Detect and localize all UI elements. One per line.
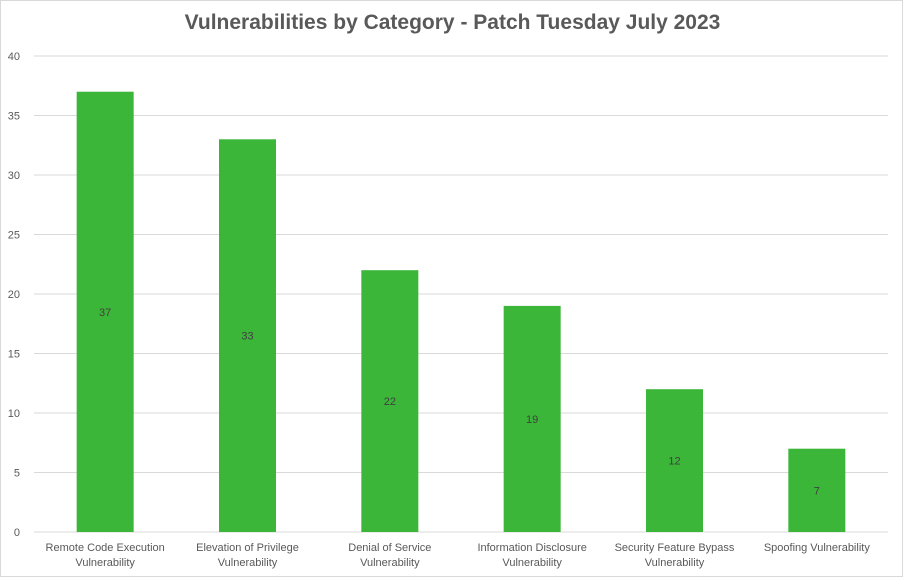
category-label: Vulnerability xyxy=(75,557,135,569)
data-label: 37 xyxy=(99,307,111,319)
category-label: Vulnerability xyxy=(645,557,705,569)
y-tick-label: 15 xyxy=(8,349,20,361)
data-label: 19 xyxy=(526,414,538,426)
y-tick-label: 5 xyxy=(14,468,20,480)
y-tick-label: 25 xyxy=(8,230,20,242)
bar xyxy=(503,305,561,532)
category-label: Information Disclosure xyxy=(477,542,586,554)
y-tick-label: 0 xyxy=(14,527,20,539)
category-label: Vulnerability xyxy=(502,557,562,569)
category-label: Vulnerability xyxy=(360,557,420,569)
category-label: Security Feature Bypass xyxy=(615,542,735,554)
bar xyxy=(219,139,276,533)
y-tick-label: 30 xyxy=(8,170,20,182)
bar xyxy=(76,91,134,532)
category-label: Spoofing Vulnerability xyxy=(764,542,870,554)
category-label: Elevation of Privilege xyxy=(196,542,299,554)
bar xyxy=(361,270,419,532)
category-label: Denial of Service xyxy=(348,542,431,554)
y-tick-label: 35 xyxy=(8,111,20,123)
data-label: 7 xyxy=(814,485,820,497)
bar xyxy=(646,389,703,532)
category-label: Vulnerability xyxy=(218,557,278,569)
data-label: 33 xyxy=(241,331,253,343)
bar xyxy=(788,448,846,532)
y-tick-label: 10 xyxy=(8,408,20,420)
chart-title: Vulnerabilities by Category - Patch Tues… xyxy=(184,11,721,34)
data-label: 22 xyxy=(384,396,396,408)
data-label: 12 xyxy=(668,456,680,468)
category-label: Remote Code Execution xyxy=(46,542,165,554)
y-tick-label: 20 xyxy=(8,289,20,301)
y-tick-label: 40 xyxy=(8,51,20,63)
